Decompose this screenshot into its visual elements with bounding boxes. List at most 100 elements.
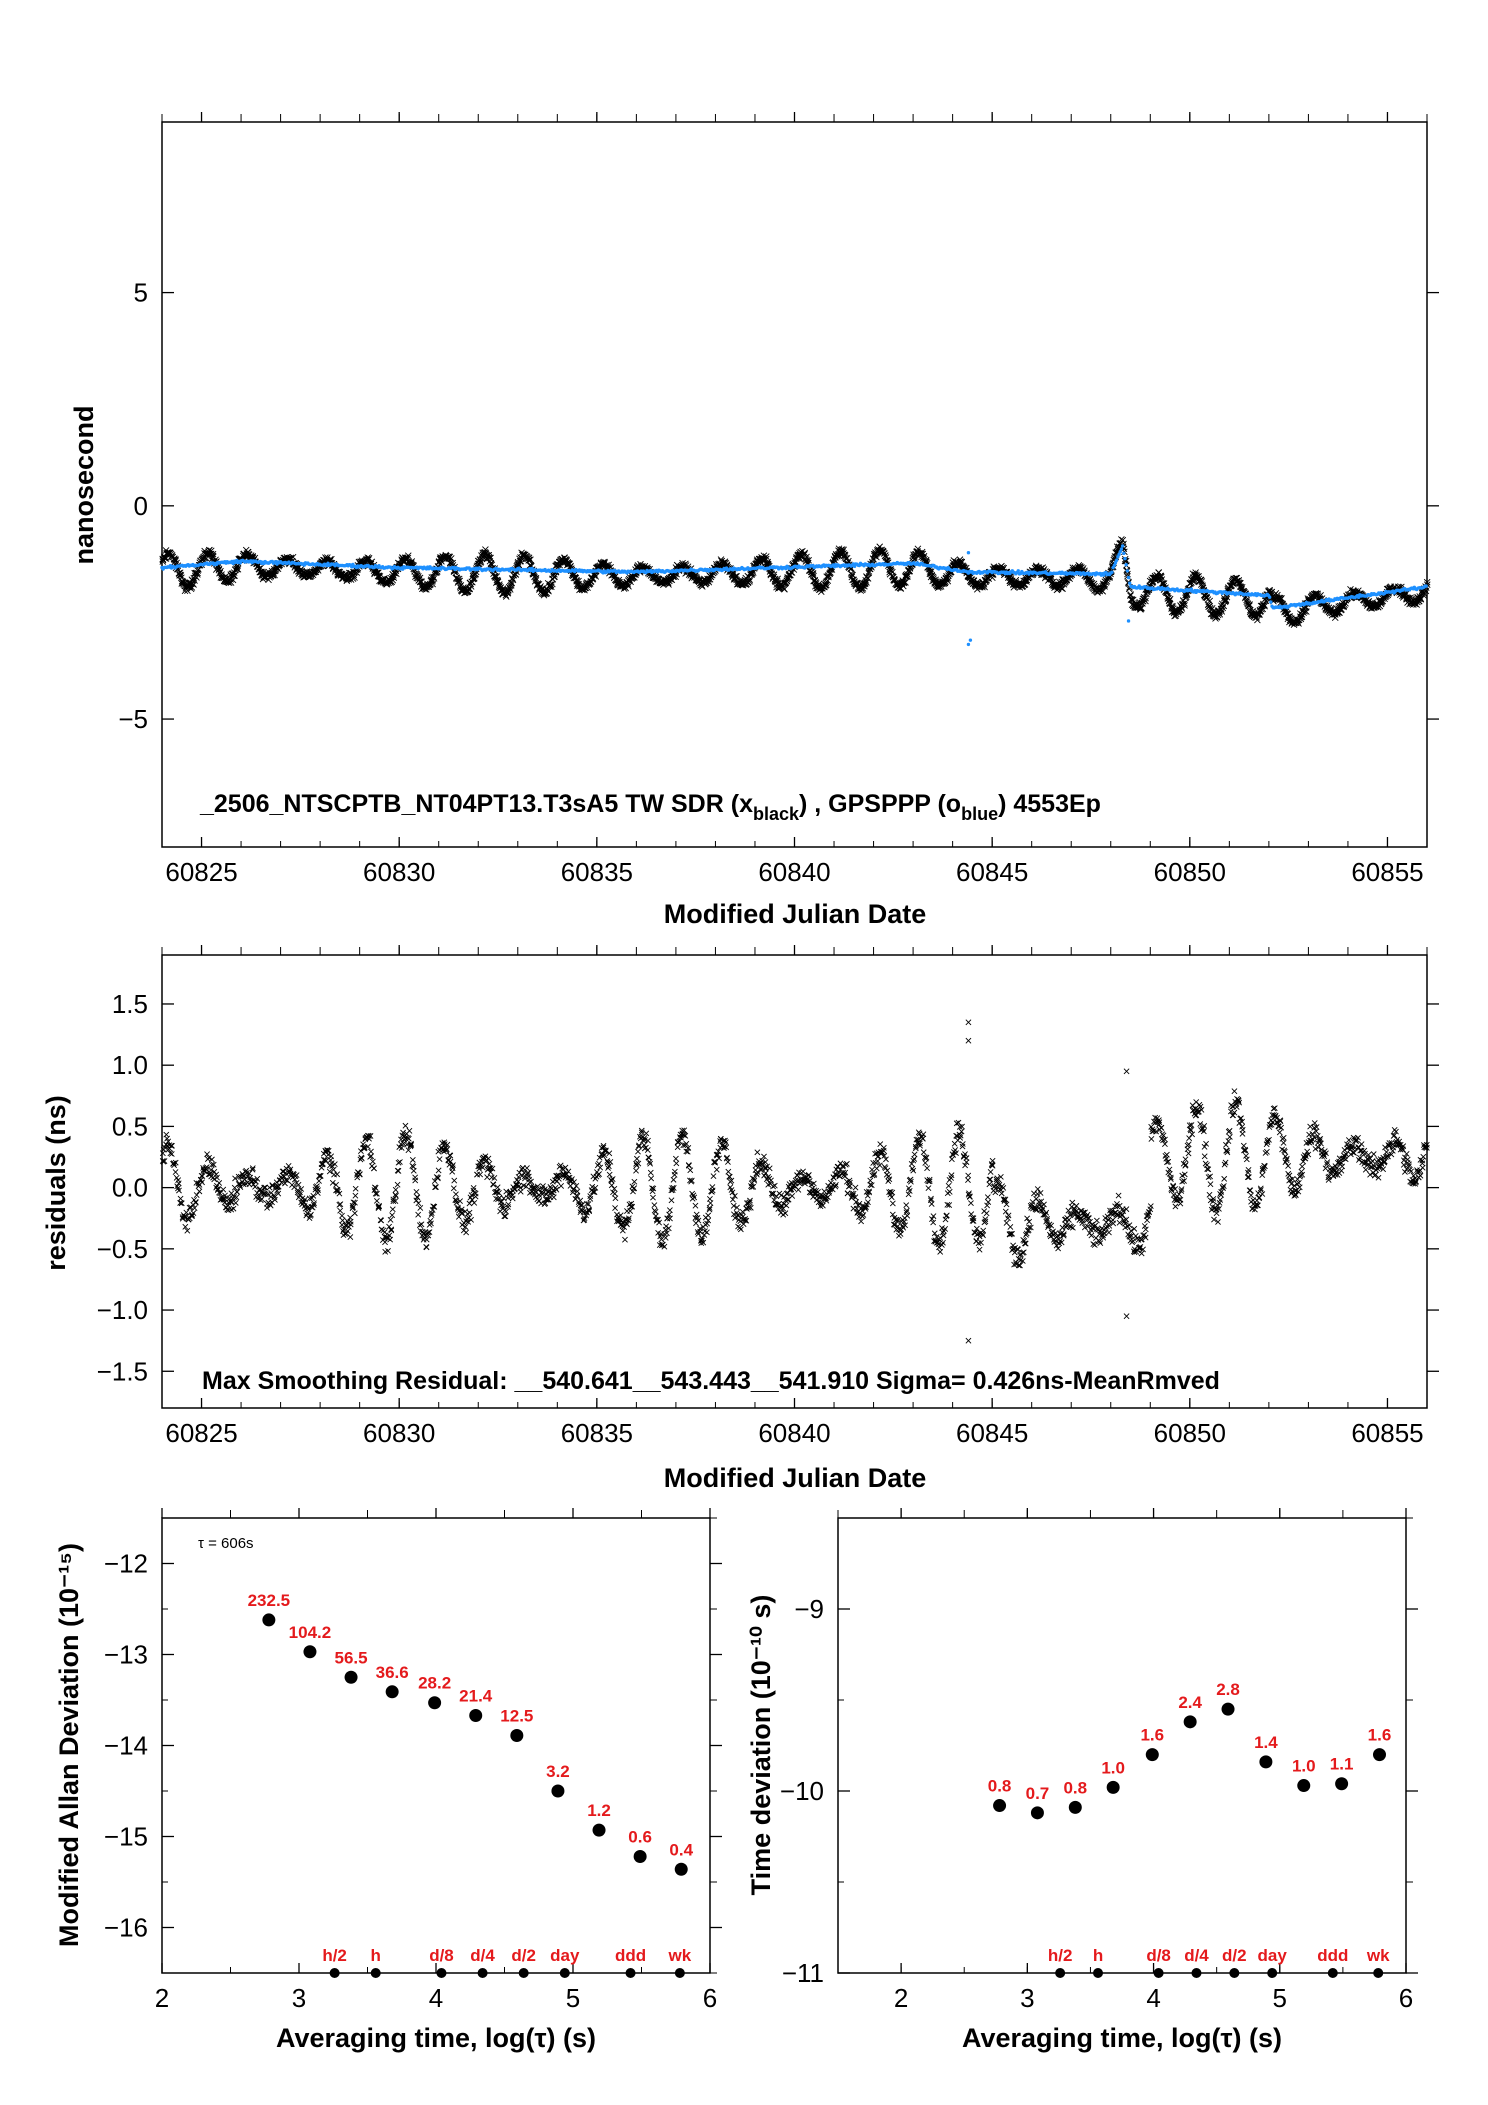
gps-point xyxy=(1124,563,1128,567)
tw-point xyxy=(225,579,233,587)
residual-point xyxy=(228,1190,235,1197)
residual-point xyxy=(388,1226,395,1233)
tw-point xyxy=(446,554,453,561)
tw-point xyxy=(551,573,558,581)
tw-point xyxy=(527,556,534,564)
residual-point xyxy=(436,1156,443,1163)
gps-point xyxy=(1016,569,1020,573)
gps-point xyxy=(1110,570,1114,574)
residual-point xyxy=(316,1178,322,1184)
residual-point xyxy=(394,1181,401,1188)
residual-point xyxy=(434,1175,441,1182)
tw-point xyxy=(447,555,455,562)
residual-point xyxy=(310,1192,317,1199)
annotation-sub-blue: blue xyxy=(961,804,998,824)
tw-point xyxy=(184,587,191,594)
residual-point xyxy=(666,1207,673,1214)
residual-point xyxy=(472,1193,479,1200)
tw-point xyxy=(762,553,770,560)
annotation-part-3: ) 4553Ep xyxy=(998,790,1101,818)
residual-point xyxy=(381,1229,388,1236)
tw-point xyxy=(477,559,484,566)
tw-point xyxy=(393,570,400,578)
residual-point xyxy=(387,1216,394,1223)
residual-point xyxy=(352,1185,359,1192)
residual-point xyxy=(252,1183,258,1190)
residual-point xyxy=(596,1160,602,1167)
gps-point xyxy=(1267,595,1272,599)
annotation-sub-black: black xyxy=(753,804,800,824)
residual-point xyxy=(423,1236,430,1243)
tw-point xyxy=(746,578,753,585)
tw-point xyxy=(408,558,416,565)
tw-point xyxy=(515,561,523,569)
tw-point xyxy=(231,572,238,580)
residual-point xyxy=(622,1236,628,1243)
tw-point xyxy=(532,575,540,582)
tw-point xyxy=(487,554,494,562)
residual-point xyxy=(463,1229,470,1236)
residual-point xyxy=(402,1122,409,1129)
residual-point xyxy=(317,1173,323,1179)
residual-point xyxy=(466,1200,473,1207)
tw-point xyxy=(708,571,716,579)
residual-point xyxy=(587,1195,594,1202)
gps-point xyxy=(1114,558,1119,562)
tw-point xyxy=(625,583,632,590)
tw-point xyxy=(455,575,463,583)
residual-point xyxy=(417,1205,424,1211)
tw-point xyxy=(780,585,788,593)
residual-point xyxy=(612,1195,619,1202)
residual-point xyxy=(378,1217,385,1224)
gps-point xyxy=(1125,569,1130,573)
tw-point xyxy=(456,577,464,585)
residual-point xyxy=(451,1177,458,1184)
residual-point xyxy=(516,1169,523,1176)
residual-point xyxy=(558,1183,565,1189)
residual-point xyxy=(503,1208,509,1215)
residual-point xyxy=(452,1191,459,1198)
residual-point xyxy=(382,1239,388,1246)
tw-point xyxy=(525,556,533,563)
residual-point xyxy=(643,1130,650,1137)
residual-point xyxy=(611,1190,618,1197)
residual-point xyxy=(406,1127,413,1134)
residual-point xyxy=(159,1150,166,1157)
residual-point xyxy=(645,1154,652,1161)
residual-point xyxy=(501,1213,508,1220)
residual-point xyxy=(577,1197,584,1204)
residual-point xyxy=(687,1167,694,1174)
tw-point xyxy=(449,559,457,567)
tw-point xyxy=(478,555,486,563)
residual-point xyxy=(432,1184,438,1191)
tw-point xyxy=(417,578,424,585)
residual-point xyxy=(409,1156,416,1163)
residual-point xyxy=(601,1152,608,1159)
residual-point xyxy=(645,1137,651,1144)
residual-point xyxy=(334,1171,341,1178)
tw-point xyxy=(168,552,176,559)
residual-point xyxy=(674,1144,681,1151)
gps-point xyxy=(1128,581,1132,585)
residual-point xyxy=(633,1167,639,1174)
residual-point xyxy=(552,1184,559,1191)
gps-point xyxy=(1120,544,1125,548)
x-tick-label: 60845 xyxy=(956,857,1028,887)
residual-point xyxy=(413,1188,420,1195)
residual-point xyxy=(450,1185,457,1192)
tw-point xyxy=(404,552,412,560)
residual-point xyxy=(605,1163,612,1170)
gps-point xyxy=(1424,584,1428,588)
annotation-part-1: _2506_NTSCPTB_NT04PT13.T3sA5 TW SDR (x xyxy=(199,790,753,818)
y-tick-label: −5 xyxy=(118,704,148,734)
residual-point xyxy=(371,1165,377,1172)
residual-point xyxy=(339,1217,346,1224)
residual-point xyxy=(667,1215,673,1222)
gps-point xyxy=(1126,619,1131,623)
residual-point xyxy=(685,1162,692,1168)
residual-point xyxy=(468,1216,474,1223)
tw-point xyxy=(541,586,549,594)
residual-point xyxy=(389,1206,396,1213)
residual-point xyxy=(670,1176,677,1183)
